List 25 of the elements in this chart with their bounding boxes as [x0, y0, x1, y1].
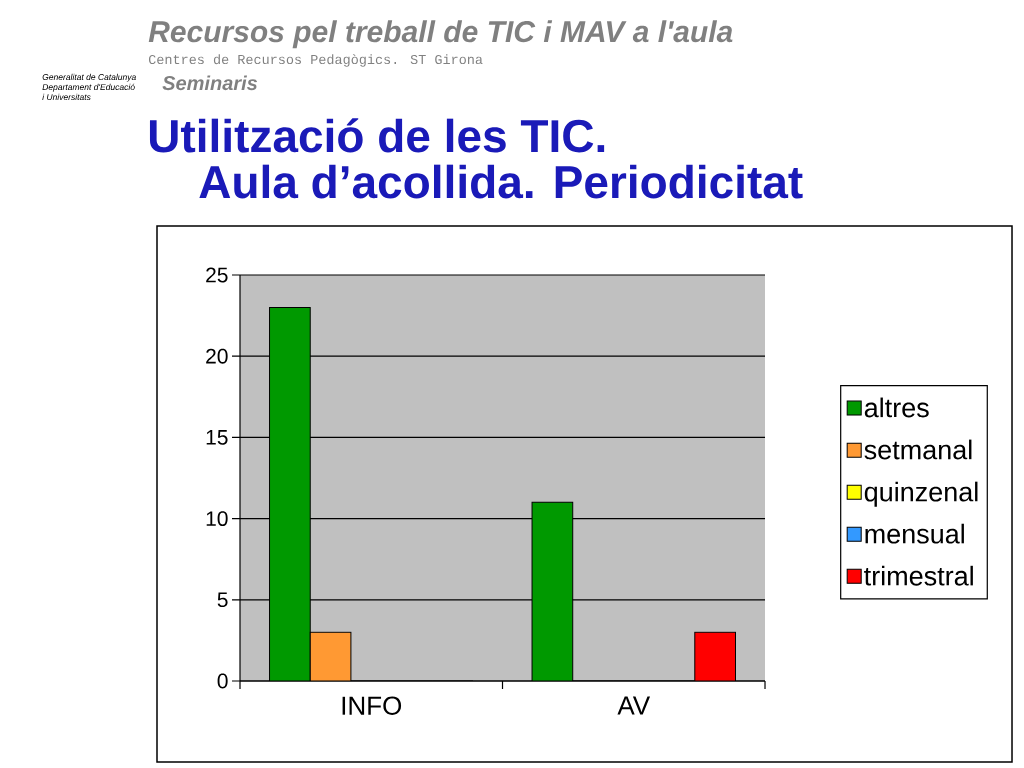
text: Centres de Recursos Pedagògics. ST Girona — [148, 54, 483, 67]
chart-subtitle: Aula d’acollida. Periodicitat — [199, 164, 803, 199]
bar — [309, 631, 352, 681]
y-tick-label: 10 — [206, 511, 228, 527]
y-tick-label: 25 — [206, 267, 228, 283]
text: Departament d'Educació — [42, 83, 135, 92]
bar — [531, 501, 574, 681]
y-tick-label: 20 — [206, 348, 228, 364]
legend-label: setmanal — [864, 439, 972, 460]
bar — [269, 306, 311, 681]
chart-title: Utilització de les TIC. — [149, 118, 605, 153]
y-tick-label: 0 — [217, 673, 228, 689]
y-tick-label: 5 — [217, 592, 228, 608]
legend-label: quinzenal — [864, 481, 978, 507]
legend-label: altres — [864, 397, 929, 418]
legend-label: trimestral — [864, 565, 973, 586]
x-tick-label: INFO — [342, 696, 402, 715]
text: Seminaris — [162, 75, 258, 91]
text: Recursos pel treball de TIC i MAV a l'aula — [148, 20, 733, 49]
legend-label: mensual — [865, 523, 964, 544]
text: Generalitat de Catalunya — [42, 73, 136, 82]
x-tick-label: AV — [617, 696, 651, 715]
y-tick-label: 15 — [206, 430, 228, 445]
text: i Universitats — [42, 93, 91, 101]
bar — [694, 631, 736, 681]
